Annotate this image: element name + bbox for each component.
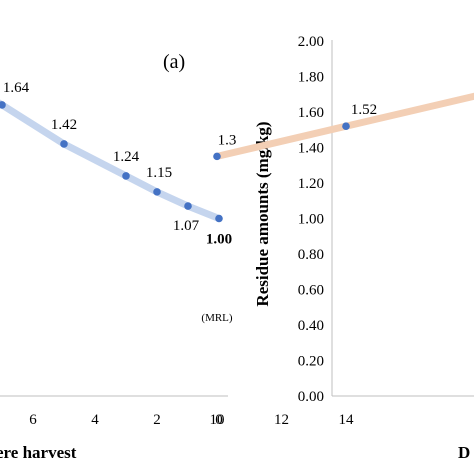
left-data-point (153, 188, 161, 196)
right-y-tick-label: 0.60 (298, 283, 324, 299)
right-x-axis-label: D (458, 443, 470, 462)
left-x-tick-label: 0 (215, 412, 223, 428)
left-series: 1.64 1.42 1.24 1.15 1.07 1.00 (0, 80, 232, 248)
right-panel: Residue amounts (mg/kg) D 0.000.200.400.… (210, 34, 474, 462)
right-y-tick-label: 0.80 (298, 247, 324, 263)
right-y-axis-label: Residue amounts (mg/kg) (253, 121, 272, 306)
right-y-tick-label: 2.00 (298, 34, 324, 50)
left-data-label: 1.00 (206, 232, 232, 248)
left-data-label: 1.64 (3, 80, 30, 96)
right-y-tick-label: 1.00 (298, 212, 324, 228)
right-x-ticks: 14 12 10 (210, 412, 355, 428)
left-data-label: 1.15 (146, 165, 172, 181)
left-x-tick-label: 4 (91, 412, 99, 428)
right-y-tick-label: 0.40 (298, 318, 324, 334)
right-data-label: 1.52 (351, 102, 377, 118)
right-y-tick-label: 0.20 (298, 354, 324, 370)
left-x-tick-label: 2 (153, 412, 161, 428)
right-series: 1.52 1.3 (213, 92, 474, 161)
left-data-label: 1.24 (113, 149, 140, 165)
left-data-point (184, 202, 192, 210)
left-panel-label: (a) (163, 51, 185, 73)
left-data-label: 1.07 (173, 218, 200, 234)
right-x-tick-label: 14 (339, 412, 355, 428)
left-x-ticks: 6 4 2 0 (29, 412, 223, 428)
right-data-point (213, 152, 221, 161)
right-y-tick-label: 1.40 (298, 141, 324, 157)
right-y-tick-label: 1.60 (298, 105, 324, 121)
left-panel: (a) ere harvest 6 4 2 0 1.64 1.42 1.24 1.15 1.0… (0, 51, 233, 462)
left-data-point (60, 140, 68, 148)
right-data-label: 1.3 (218, 132, 237, 148)
right-y-tick-label: 1.20 (298, 176, 324, 192)
right-y-ticks: 0.00 0.20 0.40 0.60 0.80 1.00 1.20 1.40 1.60 1.80… (298, 34, 324, 405)
left-data-label: 1.42 (51, 117, 77, 133)
left-x-axis-label: ere harvest (0, 443, 77, 462)
left-data-point (122, 172, 130, 180)
right-x-tick-label: 12 (274, 412, 289, 428)
left-data-point (0, 101, 6, 109)
left-x-tick-label: 6 (29, 412, 37, 428)
right-x-tick-label: 10 (210, 412, 225, 428)
mrl-annotation: (MRL) (201, 312, 233, 324)
right-y-tick-label: 0.00 (298, 389, 324, 405)
left-data-point (215, 214, 223, 223)
left-series-line (0, 99, 223, 222)
right-y-tick-label: 1.80 (298, 70, 324, 86)
right-data-point (342, 122, 350, 130)
